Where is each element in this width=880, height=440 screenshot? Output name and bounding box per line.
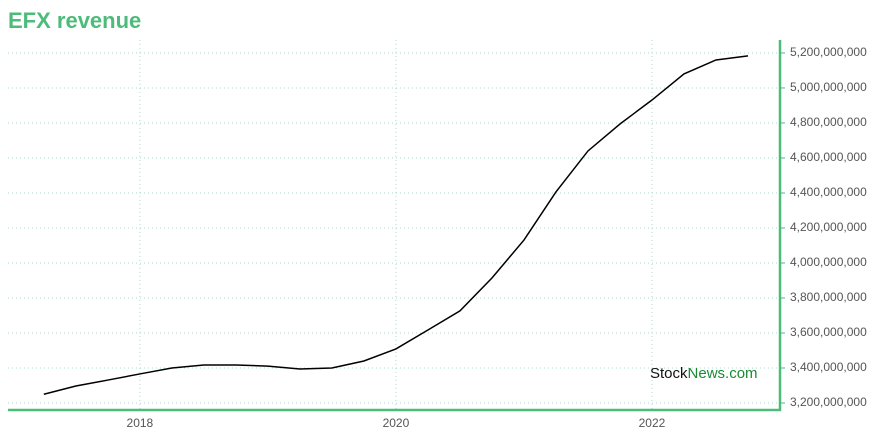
x-tick-label: 2020 [383,416,410,430]
y-tick-label: 4,800,000,000 [790,115,867,129]
y-tick-label: 5,200,000,000 [790,45,867,59]
y-tick-label: 4,000,000,000 [790,255,867,269]
y-tick-label: 4,600,000,000 [790,150,867,164]
y-tick-label: 4,400,000,000 [790,185,867,199]
y-tick-label: 3,600,000,000 [790,325,867,339]
x-tick-label: 2022 [639,416,666,430]
watermark-part: Stock [650,365,688,382]
y-tick-label: 3,800,000,000 [790,290,867,304]
y-tick-label: 3,400,000,000 [790,360,867,374]
chart-title: EFX revenue [8,8,141,33]
watermark-part: News.com [688,365,758,382]
plot [43,55,749,395]
watermark: StockNews.com [650,365,758,382]
x-tick-label: 2018 [127,416,154,430]
line-series [43,55,749,395]
y-tick-label: 5,000,000,000 [790,80,867,94]
y-tick-label: 3,200,000,000 [790,395,867,409]
grid [8,40,780,410]
y-tick-label: 4,200,000,000 [790,220,867,234]
